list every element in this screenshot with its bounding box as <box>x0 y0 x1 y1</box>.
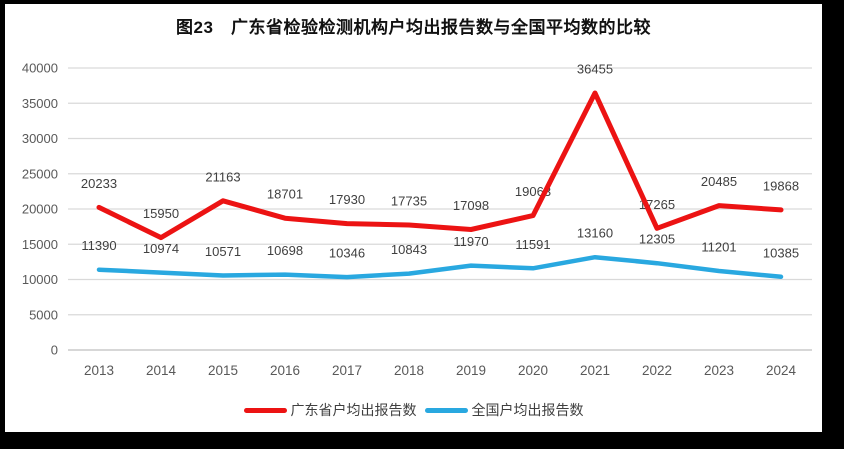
data-label-guangdong: 15950 <box>143 206 179 221</box>
data-label-national: 10843 <box>391 242 427 257</box>
y-tick-label: 10000 <box>22 272 58 287</box>
series-line-guangdong[interactable] <box>96 90 784 241</box>
legend-item-national[interactable]: 全国户均出报告数 <box>424 400 584 420</box>
data-label-national: 13160 <box>577 226 613 241</box>
chart-canvas: 图23 广东省检验检测机构户均出报告数与全国平均数的比较 0 5000 10000 1… <box>5 4 822 432</box>
data-label-national: 10974 <box>143 241 179 256</box>
data-label-national: 10385 <box>763 245 799 260</box>
x-axis-label: 2020 <box>518 363 548 378</box>
chart-title: 图23 广东省检验检测机构户均出报告数与全国平均数的比较 <box>176 18 651 37</box>
legend-swatch-national-line <box>424 407 468 413</box>
data-label-national: 11201 <box>701 240 736 255</box>
data-label-guangdong: 19868 <box>763 178 799 193</box>
chart-legend: 广东省户均出报告数 全国户均出报告数 <box>5 400 822 420</box>
x-axis-label: 2019 <box>456 363 486 378</box>
data-label-guangdong: 17735 <box>391 193 427 208</box>
x-axis-label: 2021 <box>580 363 610 378</box>
legend-label-national: 全国户均出报告数 <box>471 402 584 418</box>
data-label-national: 12305 <box>639 232 675 247</box>
data-label-guangdong: 20233 <box>81 176 117 191</box>
legend-swatch-guangdong-line <box>243 407 287 413</box>
data-label-guangdong: 36455 <box>577 61 613 76</box>
y-tick-label: 15000 <box>22 237 58 252</box>
series-line-national[interactable] <box>96 254 784 280</box>
x-axis-label: 2017 <box>332 363 362 378</box>
data-label-national: 11390 <box>81 238 116 253</box>
y-tick-label: 40000 <box>22 61 58 76</box>
y-tick-label: 35000 <box>22 96 58 111</box>
y-tick-label: 0 <box>51 343 58 358</box>
data-label-guangdong: 18701 <box>267 187 303 202</box>
y-tick-label: 25000 <box>22 166 58 181</box>
x-axis-label: 2016 <box>270 363 300 378</box>
x-axis-label: 2024 <box>766 363 797 378</box>
y-tick-label: 30000 <box>22 131 58 146</box>
data-label-national: 11970 <box>453 234 488 249</box>
data-label-guangdong: 17930 <box>329 192 365 207</box>
y-tick-label: 5000 <box>29 307 58 322</box>
x-axis-label: 2013 <box>84 363 114 378</box>
x-axis-label: 2022 <box>642 363 672 378</box>
x-axis-label: 2018 <box>394 363 424 378</box>
data-label-national: 10571 <box>205 244 241 259</box>
data-label-guangdong: 20485 <box>701 174 737 189</box>
data-label-national: 10698 <box>267 243 303 258</box>
legend-label-guangdong: 广东省户均出报告数 <box>290 402 417 418</box>
data-label-guangdong: 17098 <box>453 198 489 213</box>
x-axis-label: 2014 <box>146 363 177 378</box>
x-axis-label: 2023 <box>704 363 734 378</box>
data-label-national: 10346 <box>329 246 365 261</box>
data-label-guangdong: 21163 <box>205 169 240 184</box>
data-label-national: 11591 <box>515 237 550 252</box>
y-tick-label: 20000 <box>22 202 58 217</box>
plot-area: 0 5000 10000 15000 20000 25000 30000 35000 40000… <box>22 61 812 378</box>
legend-item-guangdong[interactable]: 广东省户均出报告数 <box>243 400 417 420</box>
x-axis-label: 2015 <box>208 363 238 378</box>
